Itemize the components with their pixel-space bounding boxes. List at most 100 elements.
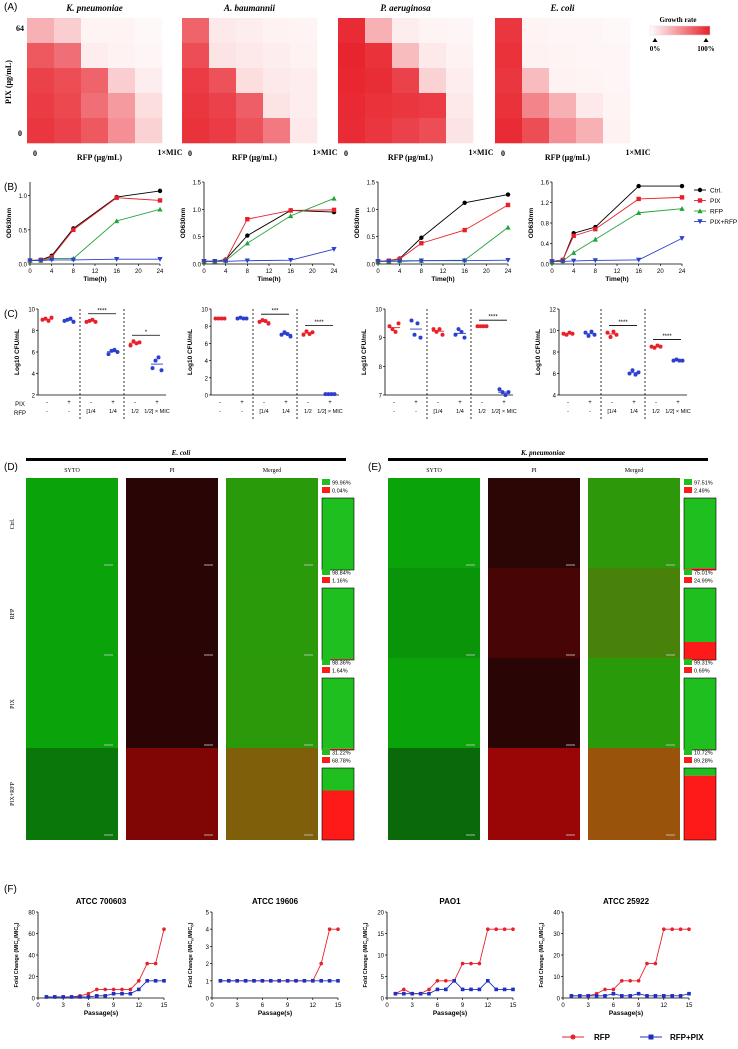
x-tick-label: 3: [236, 1003, 240, 1009]
data-point: [460, 987, 465, 992]
data-point: [434, 329, 439, 334]
red-percent: 24.99%: [694, 579, 713, 585]
series-line-RFP: [220, 928, 338, 982]
data-point: [497, 387, 502, 392]
rfp-dose: 1/2] × MIC: [317, 409, 343, 415]
data-point: [628, 979, 632, 983]
stack-red: [684, 642, 716, 660]
heatmap-cell: [81, 68, 109, 94]
legend-arrow-icon: [703, 38, 709, 42]
pix-sign: +: [240, 400, 244, 406]
data-point: [112, 347, 117, 352]
data-point: [636, 183, 641, 189]
row-label: RFP: [10, 608, 16, 619]
rfp-dose: 1/2] × MIC: [491, 409, 517, 415]
stack-red: [684, 568, 716, 570]
rfp-dose: 1/2] × MIC: [144, 409, 170, 415]
stack-frame: [683, 677, 717, 751]
data-point: [128, 987, 133, 992]
data-point: [46, 318, 51, 323]
x-tick-label: 16: [635, 269, 642, 275]
heatmap-cell: [263, 43, 291, 69]
data-point: [614, 332, 619, 337]
data-point: [156, 355, 161, 360]
series-line-PIX: [204, 209, 335, 262]
heatmap-2: A. baumannii 0 RFP (μg/mL) 1×MIC: [182, 3, 338, 162]
data-point: [419, 235, 424, 240]
y-tick-label: 1.6: [541, 181, 550, 187]
legend-low-label: 0%: [650, 45, 661, 53]
x-tick-label: 15: [510, 1003, 517, 1009]
heatmap-cell: [209, 93, 237, 119]
data-point: [162, 979, 166, 983]
data-point: [336, 979, 340, 983]
fold-change-legend: RFP RFP+PIX: [562, 1033, 704, 1042]
y-tick-label: 2: [205, 376, 209, 382]
y-tick-label: 10: [377, 954, 384, 960]
rfp-dose: -: [589, 409, 591, 415]
rfp-dose: -: [415, 409, 417, 415]
rfp-dose: [1/4: [259, 409, 268, 415]
heatmap-cell: [365, 43, 393, 69]
row-label: Ctrl.: [10, 518, 16, 529]
panel-label: (C): [4, 309, 18, 320]
data-point: [494, 987, 498, 992]
pix-sign: +: [155, 400, 159, 406]
pix-sign: -: [134, 400, 136, 406]
data-point: [310, 330, 315, 335]
heatmap-cell: [290, 43, 318, 69]
x-tick-label: 0: [385, 1003, 389, 1009]
pix-sign: -: [437, 400, 439, 406]
data-point: [70, 257, 76, 263]
significance-label: ****: [488, 315, 498, 321]
series-line-RFP: [30, 208, 161, 262]
x-tick-label: 8: [420, 269, 424, 275]
heatmap-cell: [182, 43, 210, 69]
y-tick-label: 4: [553, 394, 557, 400]
pix-sign: -: [481, 400, 483, 406]
data-point: [578, 994, 582, 998]
series-line-Ctrl.: [551, 185, 682, 262]
data-point: [486, 979, 490, 983]
data-point: [311, 979, 315, 983]
stack-legend-red: [322, 757, 330, 763]
data-point: [402, 987, 406, 992]
data-point: [477, 961, 482, 966]
y-tick-label: 10: [28, 308, 35, 314]
y-tick-label: 6: [205, 342, 209, 348]
heatmap-cell: [108, 68, 136, 94]
heatmap-cell: [263, 93, 291, 119]
data-point: [608, 334, 613, 339]
x-tick-label: 12: [614, 269, 621, 275]
heatmap-cell: [27, 93, 55, 119]
heatmap-cell: [392, 93, 420, 119]
significance-label: ****: [662, 334, 672, 340]
data-point: [157, 198, 163, 203]
data-point: [505, 257, 511, 263]
data-point: [319, 961, 324, 966]
data-point: [412, 332, 417, 337]
x-tick-label: 4: [50, 269, 54, 275]
data-point: [120, 987, 124, 992]
legend-marker: [697, 198, 703, 203]
syto-image: [388, 658, 480, 750]
legend-title: Growth rate: [660, 16, 697, 24]
data-point: [65, 317, 70, 322]
x-axis-label: Passage(s): [609, 1010, 643, 1017]
data-point: [111, 987, 116, 992]
heatmap-cell: [603, 118, 631, 144]
data-point: [53, 995, 57, 999]
heatmap-cell: [135, 118, 163, 144]
stack-legend-red: [684, 667, 692, 673]
data-point: [571, 250, 577, 255]
heatmap-cell: [549, 93, 577, 119]
data-point: [560, 259, 566, 265]
heatmap-cell: [135, 18, 163, 44]
data-point: [304, 329, 309, 334]
growth-curve-plot-2: 0.0 0.5 1.0 1.5 0 4 8 12 16 20 24 Time(h) OD630nm: [180, 181, 338, 284]
data-point: [319, 979, 323, 983]
significance-label: *: [145, 330, 148, 336]
heatmap-cell: [209, 43, 237, 69]
x-tick-label: 20: [483, 269, 490, 275]
stack-legend-red: [684, 487, 692, 493]
